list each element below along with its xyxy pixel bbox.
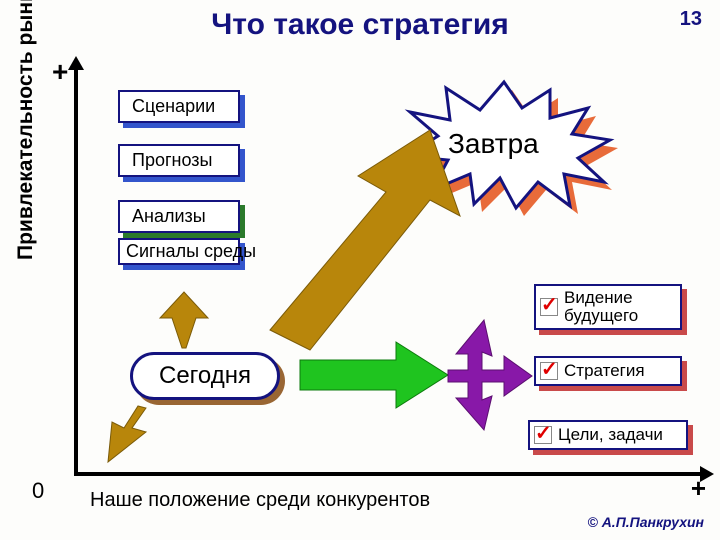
x-axis	[74, 472, 702, 476]
page-number: 13	[680, 8, 702, 31]
origin-label: 0	[32, 478, 44, 504]
x-plus-icon: +	[691, 473, 706, 504]
box-signals: Сигналы среды	[118, 238, 240, 265]
tomorrow-label: Завтра	[448, 128, 539, 160]
x-axis-label: Наше положение среди конкурентов	[90, 489, 430, 512]
today-oval: Сегодня	[130, 352, 280, 400]
check-strategy: Стратегия	[534, 356, 682, 386]
y-axis	[74, 68, 78, 476]
box-analysis: Анализы	[118, 200, 240, 233]
check-vision: Видение будущего	[534, 284, 682, 330]
box-forecasts: Прогнозы	[118, 144, 240, 177]
y-plus-icon: +	[52, 56, 68, 88]
page-title: Что такое стратегия	[0, 8, 720, 42]
copyright: © А.П.Панкрухин	[587, 514, 704, 530]
check-goals: Цели, задачи	[528, 420, 688, 450]
box-scenarios: Сценарии	[118, 90, 240, 123]
y-axis-label: Привлекательность рынка	[14, 0, 38, 260]
